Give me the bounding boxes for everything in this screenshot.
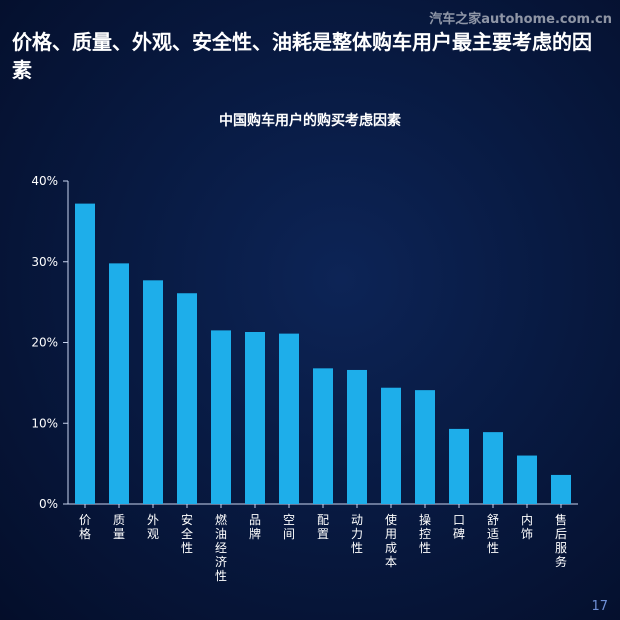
x-tick-label: 口碑	[453, 513, 465, 541]
y-tick-label: 20%	[31, 336, 58, 350]
x-tick-label: 使用成本	[385, 512, 397, 569]
page-number: 17	[591, 599, 608, 614]
bar	[449, 428, 469, 504]
bar	[245, 332, 265, 504]
x-tick-label: 内饰	[521, 513, 533, 541]
bar	[177, 293, 197, 504]
x-tick-label: 空间	[283, 513, 295, 541]
y-tick-label: 40%	[31, 174, 58, 188]
x-tick-label: 安全性	[181, 512, 193, 555]
bar	[517, 455, 537, 504]
chart-title: 中国购车用户的购买考虑因素	[219, 113, 401, 129]
x-tick-label: 质量	[113, 513, 125, 541]
bar	[415, 390, 435, 504]
bar	[109, 263, 129, 504]
x-tick-label: 操控性	[419, 512, 431, 555]
bar	[483, 432, 503, 504]
bar	[279, 333, 299, 504]
bar	[211, 330, 231, 504]
bar	[313, 368, 333, 504]
y-tick-label: 0%	[39, 497, 58, 511]
bar	[381, 387, 401, 504]
page-headline: 价格、质量、外观、安全性、油耗是整体购车用户最主要考虑的因素	[12, 30, 592, 82]
bar	[347, 369, 367, 504]
y-tick-label: 30%	[31, 255, 58, 269]
x-tick-label: 品牌	[249, 513, 261, 541]
x-tick-label: 配置	[317, 513, 329, 541]
watermark: 汽车之家autohome.com.cn	[429, 12, 612, 27]
x-tick-label: 舒适性	[487, 513, 499, 555]
x-tick-label: 外观	[147, 513, 159, 541]
x-tick-label: 价格	[79, 513, 91, 541]
bar	[75, 203, 95, 505]
x-tick-label: 售后服务	[555, 512, 567, 569]
x-tick-label: 燃油经济性	[215, 512, 227, 583]
bar	[551, 474, 571, 504]
y-tick-label: 10%	[31, 416, 58, 430]
bar	[143, 280, 163, 504]
x-tick-label: 动力性	[351, 513, 363, 555]
